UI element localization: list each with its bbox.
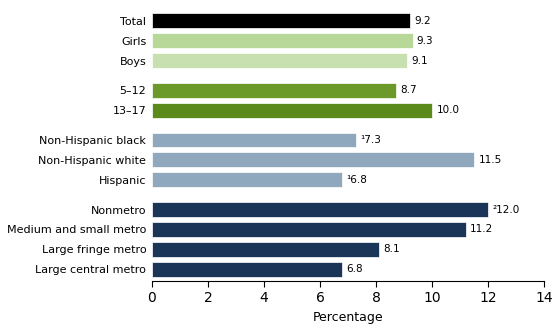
Bar	[152, 242, 379, 257]
Bar	[152, 13, 410, 28]
Bar	[152, 202, 488, 217]
Text: 9.2: 9.2	[414, 16, 431, 26]
Text: ²12.0: ²12.0	[492, 205, 520, 214]
Text: 11.5: 11.5	[478, 155, 502, 165]
Text: ¹7.3: ¹7.3	[361, 135, 381, 145]
Bar	[152, 103, 432, 118]
Text: 9.3: 9.3	[417, 36, 433, 46]
Bar	[152, 133, 357, 148]
Text: 11.2: 11.2	[470, 224, 493, 234]
Bar	[152, 53, 407, 68]
Text: 10.0: 10.0	[436, 105, 459, 115]
Text: ¹6.8: ¹6.8	[347, 175, 367, 185]
Bar	[152, 222, 466, 237]
Text: 8.7: 8.7	[400, 85, 417, 95]
Text: 8.1: 8.1	[383, 244, 400, 254]
Bar	[152, 33, 413, 48]
Bar	[152, 172, 343, 187]
X-axis label: Percentage: Percentage	[312, 311, 384, 324]
Text: 9.1: 9.1	[411, 56, 428, 66]
Bar	[152, 83, 396, 98]
Text: 6.8: 6.8	[347, 264, 363, 274]
Bar	[152, 262, 343, 277]
Bar	[152, 153, 474, 167]
